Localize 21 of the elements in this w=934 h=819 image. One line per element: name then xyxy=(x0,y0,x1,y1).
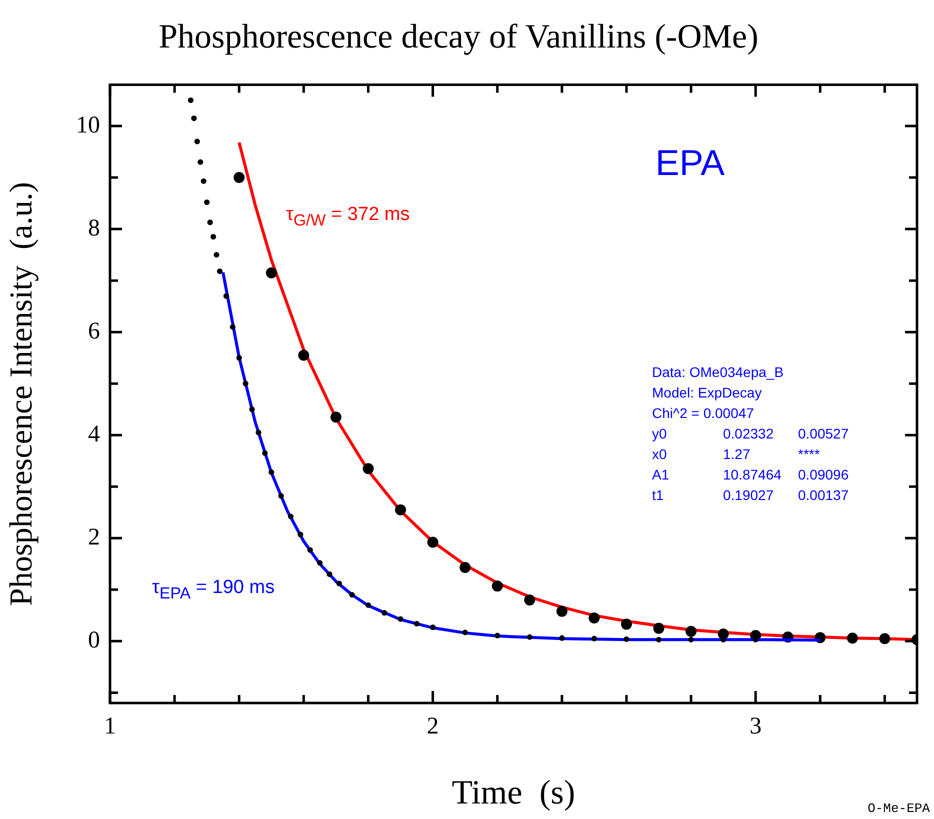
text: x0 1.27 **** xyxy=(652,446,820,462)
y-tick-label: 8 xyxy=(88,215,100,242)
annotation: Chi^2 = 0.00047 xyxy=(652,404,754,421)
x-tick-label: 3 xyxy=(750,714,762,740)
y-tick-label: 0 xyxy=(88,627,100,654)
chart-title: Phosphorescence decay of Vanillins (-OMe) xyxy=(158,18,758,56)
y-tick-label: 6 xyxy=(88,318,100,344)
text: y0 0.02332 0.00527 xyxy=(652,425,849,442)
y-tick-label: 10 xyxy=(76,112,100,138)
text: A1 10.87464 0.09096 xyxy=(652,466,849,482)
x-axis-title: Time (s) xyxy=(452,774,576,812)
annotation: EPA xyxy=(655,142,725,183)
x-tick-label: 1 xyxy=(104,714,116,740)
text: t1 0.19027 0.00137 xyxy=(652,486,849,503)
x-tick-label: 2 xyxy=(426,714,439,740)
y-axis-title: Phosphorescence Intensity (a.u.) xyxy=(2,182,39,606)
y-tick-label: 4 xyxy=(88,421,100,448)
y-tick-label: 2 xyxy=(88,524,100,550)
annotation: Model: ExpDecay xyxy=(652,384,762,400)
text: O-Me-EPA xyxy=(868,801,930,816)
annotation: Data: OMe034epa_B xyxy=(652,364,784,380)
